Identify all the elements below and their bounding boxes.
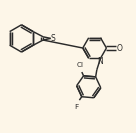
Text: Cl: Cl <box>77 62 84 68</box>
Text: S: S <box>51 34 55 43</box>
Text: F: F <box>75 104 79 110</box>
Text: N: N <box>98 57 103 66</box>
Text: O: O <box>116 43 122 53</box>
